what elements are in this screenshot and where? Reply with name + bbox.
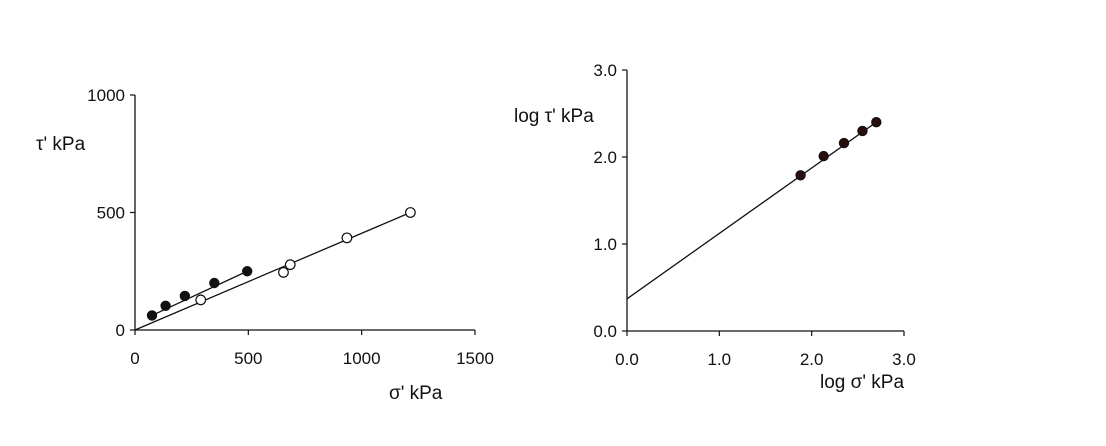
- x-tick-label: 1.0: [708, 350, 732, 369]
- y-tick-label: 0.0: [593, 322, 617, 341]
- y-tick-label: 0: [116, 321, 125, 340]
- x-tick-label: 1000: [343, 349, 381, 368]
- data-point: [195, 294, 207, 306]
- x-tick-label: 3.0: [892, 350, 916, 369]
- data-point: [405, 207, 416, 218]
- y-tick-label: 1000: [87, 86, 125, 105]
- y-axis-title: log τ' kPa: [514, 106, 594, 127]
- data-point: [838, 137, 850, 149]
- y-tick-label: 3.0: [593, 61, 617, 80]
- trend-line: [134, 211, 411, 331]
- data-point: [871, 116, 882, 128]
- y-tick-label: 1.0: [593, 235, 617, 254]
- x-axis-title: log σ' kPa: [820, 372, 904, 393]
- data-point: [146, 310, 158, 321]
- data-point: [341, 232, 353, 244]
- trend-line: [626, 121, 877, 300]
- x-tick-label: 1500: [456, 349, 494, 368]
- data-point: [857, 125, 868, 137]
- x-tick-label: 0: [130, 349, 139, 368]
- data-point: [284, 259, 296, 271]
- x-tick-label: 0.0: [615, 350, 639, 369]
- chart-linear: 0 500 1000 1500 0 500 1000 τ' kPa σ' kPa: [36, 86, 494, 404]
- data-point: [241, 266, 253, 277]
- data-point: [795, 170, 806, 181]
- chart-log: 0.0 1.0 2.0 3.0 0.0 1.0 2.0 3.0 log τ' kPa log …: [514, 61, 916, 393]
- data-point: [160, 300, 171, 311]
- data-point: [209, 277, 220, 289]
- data-point: [818, 150, 829, 162]
- x-tick-label: 2.0: [800, 350, 824, 369]
- x-axis-title: σ' kPa: [389, 383, 443, 404]
- y-tick-label: 500: [97, 204, 125, 223]
- data-point: [278, 267, 289, 278]
- y-axis-title: τ' kPa: [36, 134, 86, 155]
- x-tick-label: 500: [234, 349, 262, 368]
- y-tick-label: 2.0: [593, 148, 617, 167]
- data-point: [179, 290, 191, 302]
